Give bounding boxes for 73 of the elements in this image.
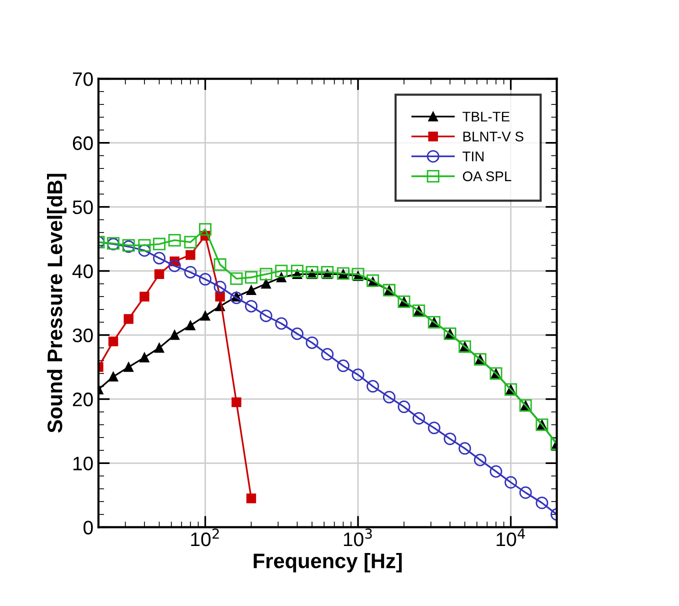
point [246, 494, 256, 504]
point [444, 432, 456, 446]
point [108, 372, 118, 382]
point [290, 328, 304, 340]
y-tick-label: 40 [72, 264, 93, 278]
point [184, 266, 197, 278]
point [490, 465, 502, 478]
y-tick-label: 50 [72, 200, 93, 214]
point [153, 238, 166, 250]
point [504, 476, 518, 489]
point [168, 260, 181, 272]
point [275, 317, 288, 330]
point [412, 412, 426, 425]
point [138, 244, 151, 257]
y-tick-label: 60 [72, 136, 93, 150]
x-tick-label: 10$^{2}$ [191, 528, 219, 546]
point [336, 360, 350, 372]
point [519, 486, 532, 499]
point [306, 336, 318, 349]
point [168, 234, 181, 246]
point [290, 264, 304, 278]
point [154, 342, 164, 353]
point [138, 239, 151, 252]
point [154, 269, 164, 280]
point [215, 292, 225, 302]
point [108, 336, 118, 346]
point [124, 314, 134, 324]
point [321, 348, 334, 360]
point [458, 442, 472, 455]
point [186, 320, 196, 330]
point [200, 310, 210, 321]
point [232, 397, 242, 408]
legend-label: BLNT-V S [463, 132, 524, 142]
point [170, 330, 180, 340]
point [261, 278, 271, 289]
point [140, 352, 150, 362]
point [352, 368, 364, 381]
point [198, 223, 212, 236]
y-tick-label: 0 [84, 520, 93, 534]
point [536, 496, 548, 510]
point [428, 422, 440, 434]
point [244, 300, 258, 312]
point [153, 252, 166, 264]
point [140, 292, 150, 302]
y-axis-title: Sound Pressure Level[dB] [46, 174, 66, 433]
point [246, 285, 256, 296]
point [382, 390, 396, 404]
x-tick-label: 10$^{3}$ [344, 528, 372, 546]
y-tick-label: 10 [73, 456, 93, 470]
point [230, 272, 243, 285]
x-axis-title: Frequency [Hz] [254, 552, 402, 572]
legend-label: OA SPL [462, 171, 512, 182]
point [230, 292, 243, 304]
y-tick-label: 30 [72, 328, 93, 342]
point [474, 454, 486, 466]
point [352, 268, 364, 280]
point [260, 268, 272, 280]
point [244, 271, 258, 284]
legend-label: TIN [462, 152, 484, 162]
point [260, 310, 272, 322]
point [214, 280, 226, 294]
point [366, 380, 380, 393]
point [398, 400, 410, 414]
legend-label: TBL-TE [462, 112, 510, 122]
point [124, 362, 134, 372]
point [198, 273, 212, 286]
point [214, 258, 226, 271]
y-tick-label: 70 [72, 72, 93, 86]
point [275, 264, 288, 278]
x-tick-label: 10$^{4}$ [496, 528, 525, 546]
y-tick-label: 20 [72, 392, 93, 406]
point [184, 236, 197, 248]
point [186, 250, 196, 260]
